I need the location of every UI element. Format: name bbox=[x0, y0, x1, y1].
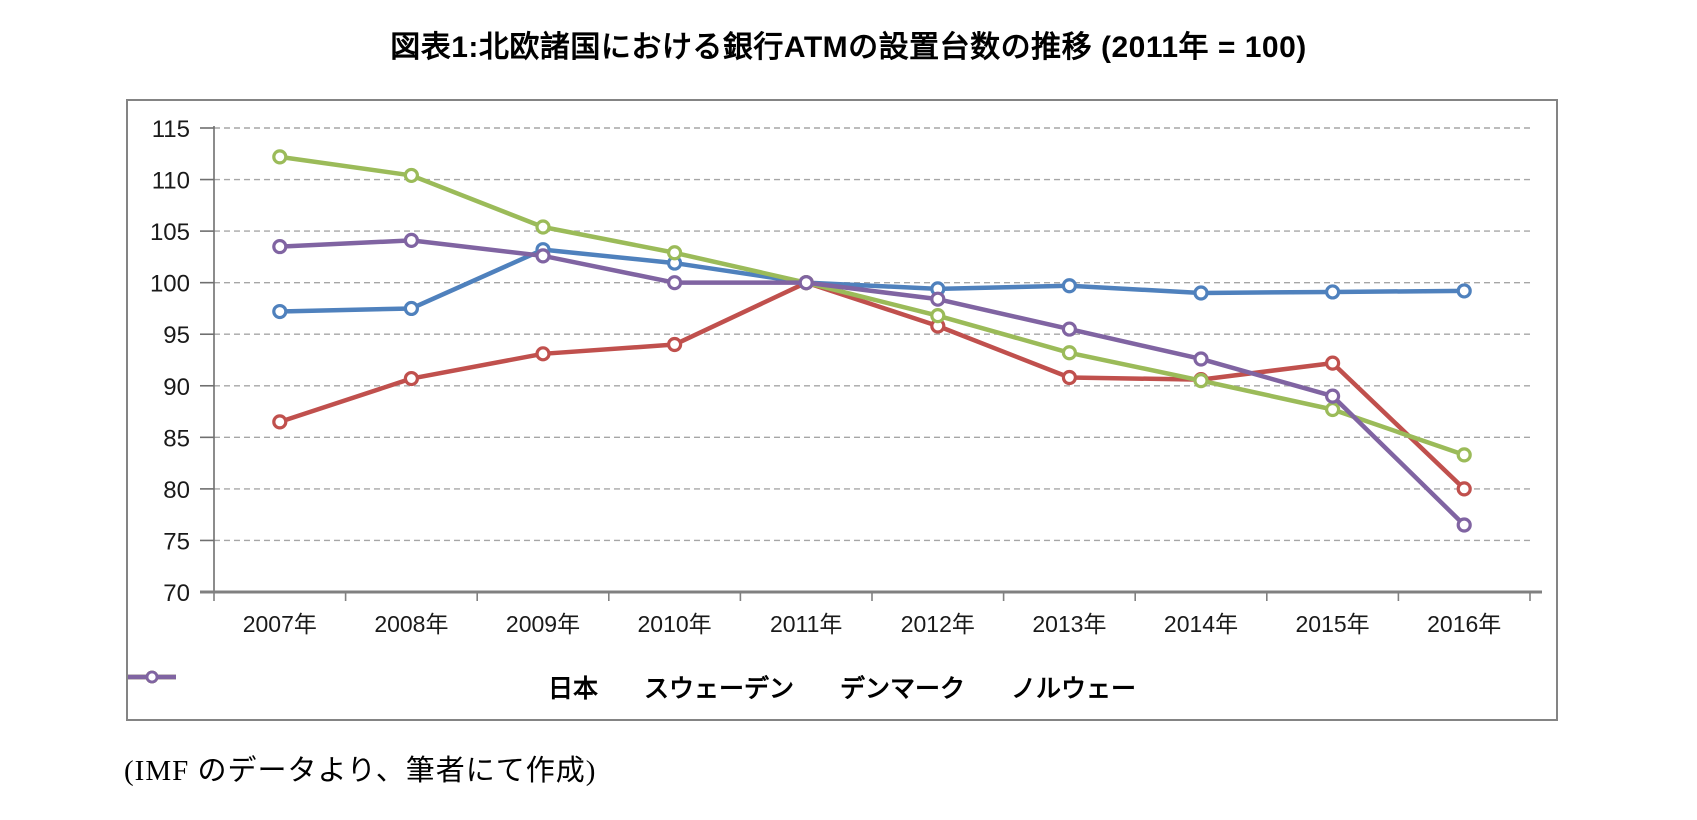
data-point bbox=[403, 300, 419, 317]
data-point bbox=[1324, 401, 1341, 418]
x-tick-label: 2009年 bbox=[506, 611, 580, 637]
data-point bbox=[1061, 278, 1078, 294]
y-tick-label: 100 bbox=[150, 271, 190, 298]
data-point bbox=[272, 414, 288, 430]
data-point bbox=[1061, 369, 1078, 386]
x-tick-label: 2008年 bbox=[374, 611, 448, 637]
source-caption: (IMF のデータより、筆者にて作成) bbox=[124, 755, 597, 787]
legend-label: 日本 bbox=[547, 675, 598, 703]
data-point bbox=[1456, 517, 1472, 533]
x-tick-label: 2010年 bbox=[638, 611, 712, 637]
data-point bbox=[1193, 285, 1209, 301]
data-point bbox=[272, 238, 288, 255]
y-tick-label: 90 bbox=[163, 374, 190, 401]
data-point bbox=[1456, 481, 1472, 497]
data-point bbox=[1193, 373, 1209, 389]
data-point bbox=[798, 275, 814, 291]
legend-item-1: スウェーデン bbox=[128, 669, 794, 705]
x-tick-label: 2016年 bbox=[1427, 611, 1501, 637]
x-tick-label: 2014年 bbox=[1164, 611, 1238, 637]
y-tick-label: 70 bbox=[163, 580, 190, 607]
x-tick-label: 2007年 bbox=[243, 611, 317, 637]
series-line-0 bbox=[277, 247, 1467, 314]
data-point bbox=[930, 291, 946, 307]
legend-item-0: 日本 bbox=[128, 669, 598, 705]
data-point bbox=[666, 245, 683, 261]
chart-legend: 日本 スウェーデン デンマーク ノルウェー bbox=[128, 669, 1556, 705]
legend-item-3: ノルウェー bbox=[128, 669, 1137, 705]
chart-canvas: 70 75 80 85 90 95 100 105 110 115 2007年 2008年 2009年 2… bbox=[150, 116, 1542, 637]
data-point bbox=[930, 308, 946, 324]
legend-marker-icon bbox=[128, 670, 176, 684]
y-tick-label: 80 bbox=[163, 477, 190, 504]
data-point bbox=[272, 149, 288, 165]
y-tick-label: 85 bbox=[163, 425, 190, 452]
data-point bbox=[666, 336, 683, 353]
x-tick-label: 2013年 bbox=[1032, 611, 1106, 637]
series-line-3 bbox=[277, 238, 1467, 528]
x-tick-label: 2011年 bbox=[770, 611, 842, 637]
data-point bbox=[1324, 355, 1341, 371]
y-tick-label: 110 bbox=[152, 168, 190, 195]
y-tick-label: 75 bbox=[163, 528, 190, 555]
data-point bbox=[1061, 345, 1078, 361]
data-point bbox=[666, 275, 683, 291]
data-point bbox=[403, 232, 419, 248]
data-point bbox=[535, 219, 551, 235]
data-point bbox=[1456, 283, 1472, 299]
series-line-1 bbox=[277, 280, 1467, 492]
legend-label: ノルウェー bbox=[1011, 675, 1137, 703]
y-tick-label: 115 bbox=[152, 116, 190, 143]
data-point bbox=[403, 370, 419, 387]
data-point bbox=[1456, 447, 1472, 463]
y-tick-label: 95 bbox=[163, 322, 190, 349]
legend-label: デンマーク bbox=[840, 675, 966, 703]
data-point bbox=[1193, 351, 1209, 367]
chart-title: 図表1:北欧諸国における銀行ATMの設置台数の推移 (2011年 = 100) bbox=[390, 31, 1307, 64]
chart-plot-area: 70 75 80 85 90 95 100 105 110 115 2007年 2008年 2009年 2… bbox=[126, 99, 1558, 721]
data-point bbox=[535, 248, 551, 264]
legend-label: スウェーデン bbox=[643, 675, 794, 703]
x-tick-label: 2015年 bbox=[1296, 611, 1370, 637]
series-line-2 bbox=[277, 154, 1467, 458]
data-point bbox=[403, 167, 419, 184]
x-tick-label: 2012年 bbox=[901, 611, 975, 637]
data-point bbox=[1061, 321, 1078, 337]
legend-item-2: デンマーク bbox=[128, 669, 966, 705]
data-point bbox=[272, 303, 288, 320]
data-point bbox=[1324, 284, 1341, 300]
y-tick-label: 105 bbox=[150, 219, 190, 246]
data-point bbox=[1324, 388, 1341, 404]
data-point bbox=[535, 346, 551, 362]
